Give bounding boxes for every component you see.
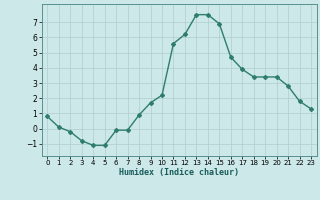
X-axis label: Humidex (Indice chaleur): Humidex (Indice chaleur) <box>119 168 239 177</box>
